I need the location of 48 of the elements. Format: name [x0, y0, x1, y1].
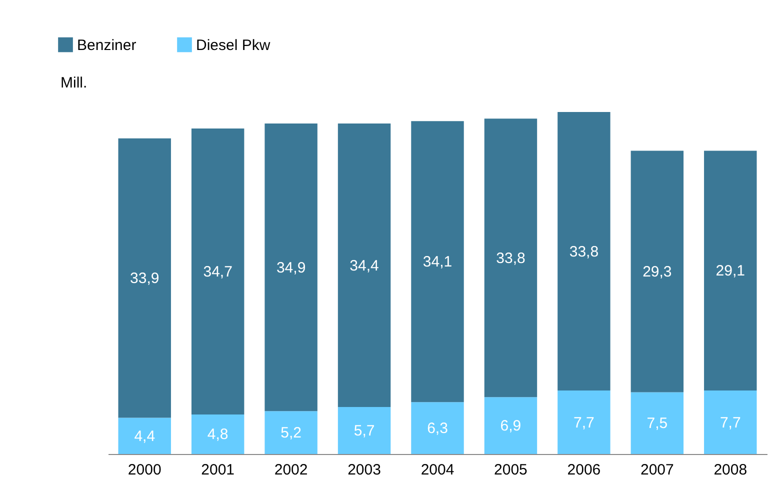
data-label: 5,2 [280, 424, 302, 442]
data-label: 29,3 [642, 263, 672, 280]
bar [191, 414, 244, 454]
x-tick-label: 2001 [201, 462, 235, 478]
x-tick-label: 2004 [420, 462, 454, 478]
bar [411, 402, 464, 454]
legend-label: Diesel Pkw [196, 36, 270, 54]
bar [704, 390, 757, 454]
legend-label: Benziner [77, 36, 136, 54]
data-label: 4,4 [134, 428, 156, 445]
data-label: 7,5 [646, 415, 668, 432]
data-label: 33,8 [496, 250, 526, 267]
bar [484, 118, 538, 398]
bar [338, 407, 391, 454]
bar [558, 390, 610, 454]
data-label: 34,9 [276, 259, 306, 276]
data-label: 33,8 [569, 243, 599, 260]
bar [338, 124, 391, 408]
bar [264, 124, 318, 412]
data-label: 34,7 [203, 263, 232, 280]
x-tick-label: 2006 [567, 462, 601, 478]
data-label: 34,4 [350, 257, 379, 274]
x-tick-label: 2007 [640, 462, 674, 478]
bar [264, 411, 318, 454]
data-label: 7,7 [574, 414, 594, 432]
x-tick-label: 2003 [348, 462, 381, 478]
x-tick-label: 2008 [714, 462, 748, 478]
bar [118, 418, 171, 454]
x-tick-label: 2002 [274, 462, 308, 478]
bar [630, 150, 684, 392]
data-label: 33,9 [130, 270, 160, 288]
data-label: 6,9 [500, 418, 522, 435]
bar [484, 397, 538, 454]
data-label: 7,7 [720, 414, 741, 432]
bar [558, 112, 610, 391]
x-tick-label: 2000 [128, 462, 162, 478]
bar [630, 392, 684, 454]
data-label: 6,3 [427, 420, 448, 438]
data-label: 34,1 [422, 254, 452, 271]
y-axis-title: Mill. [60, 74, 88, 92]
bar [411, 121, 464, 402]
x-tick-label: 2005 [494, 462, 528, 478]
data-label: 29,1 [716, 262, 745, 280]
data-label: 5,7 [354, 422, 375, 440]
bar [118, 138, 171, 418]
data-label: 4,8 [207, 426, 228, 444]
bar [704, 150, 757, 391]
bar [191, 128, 244, 414]
